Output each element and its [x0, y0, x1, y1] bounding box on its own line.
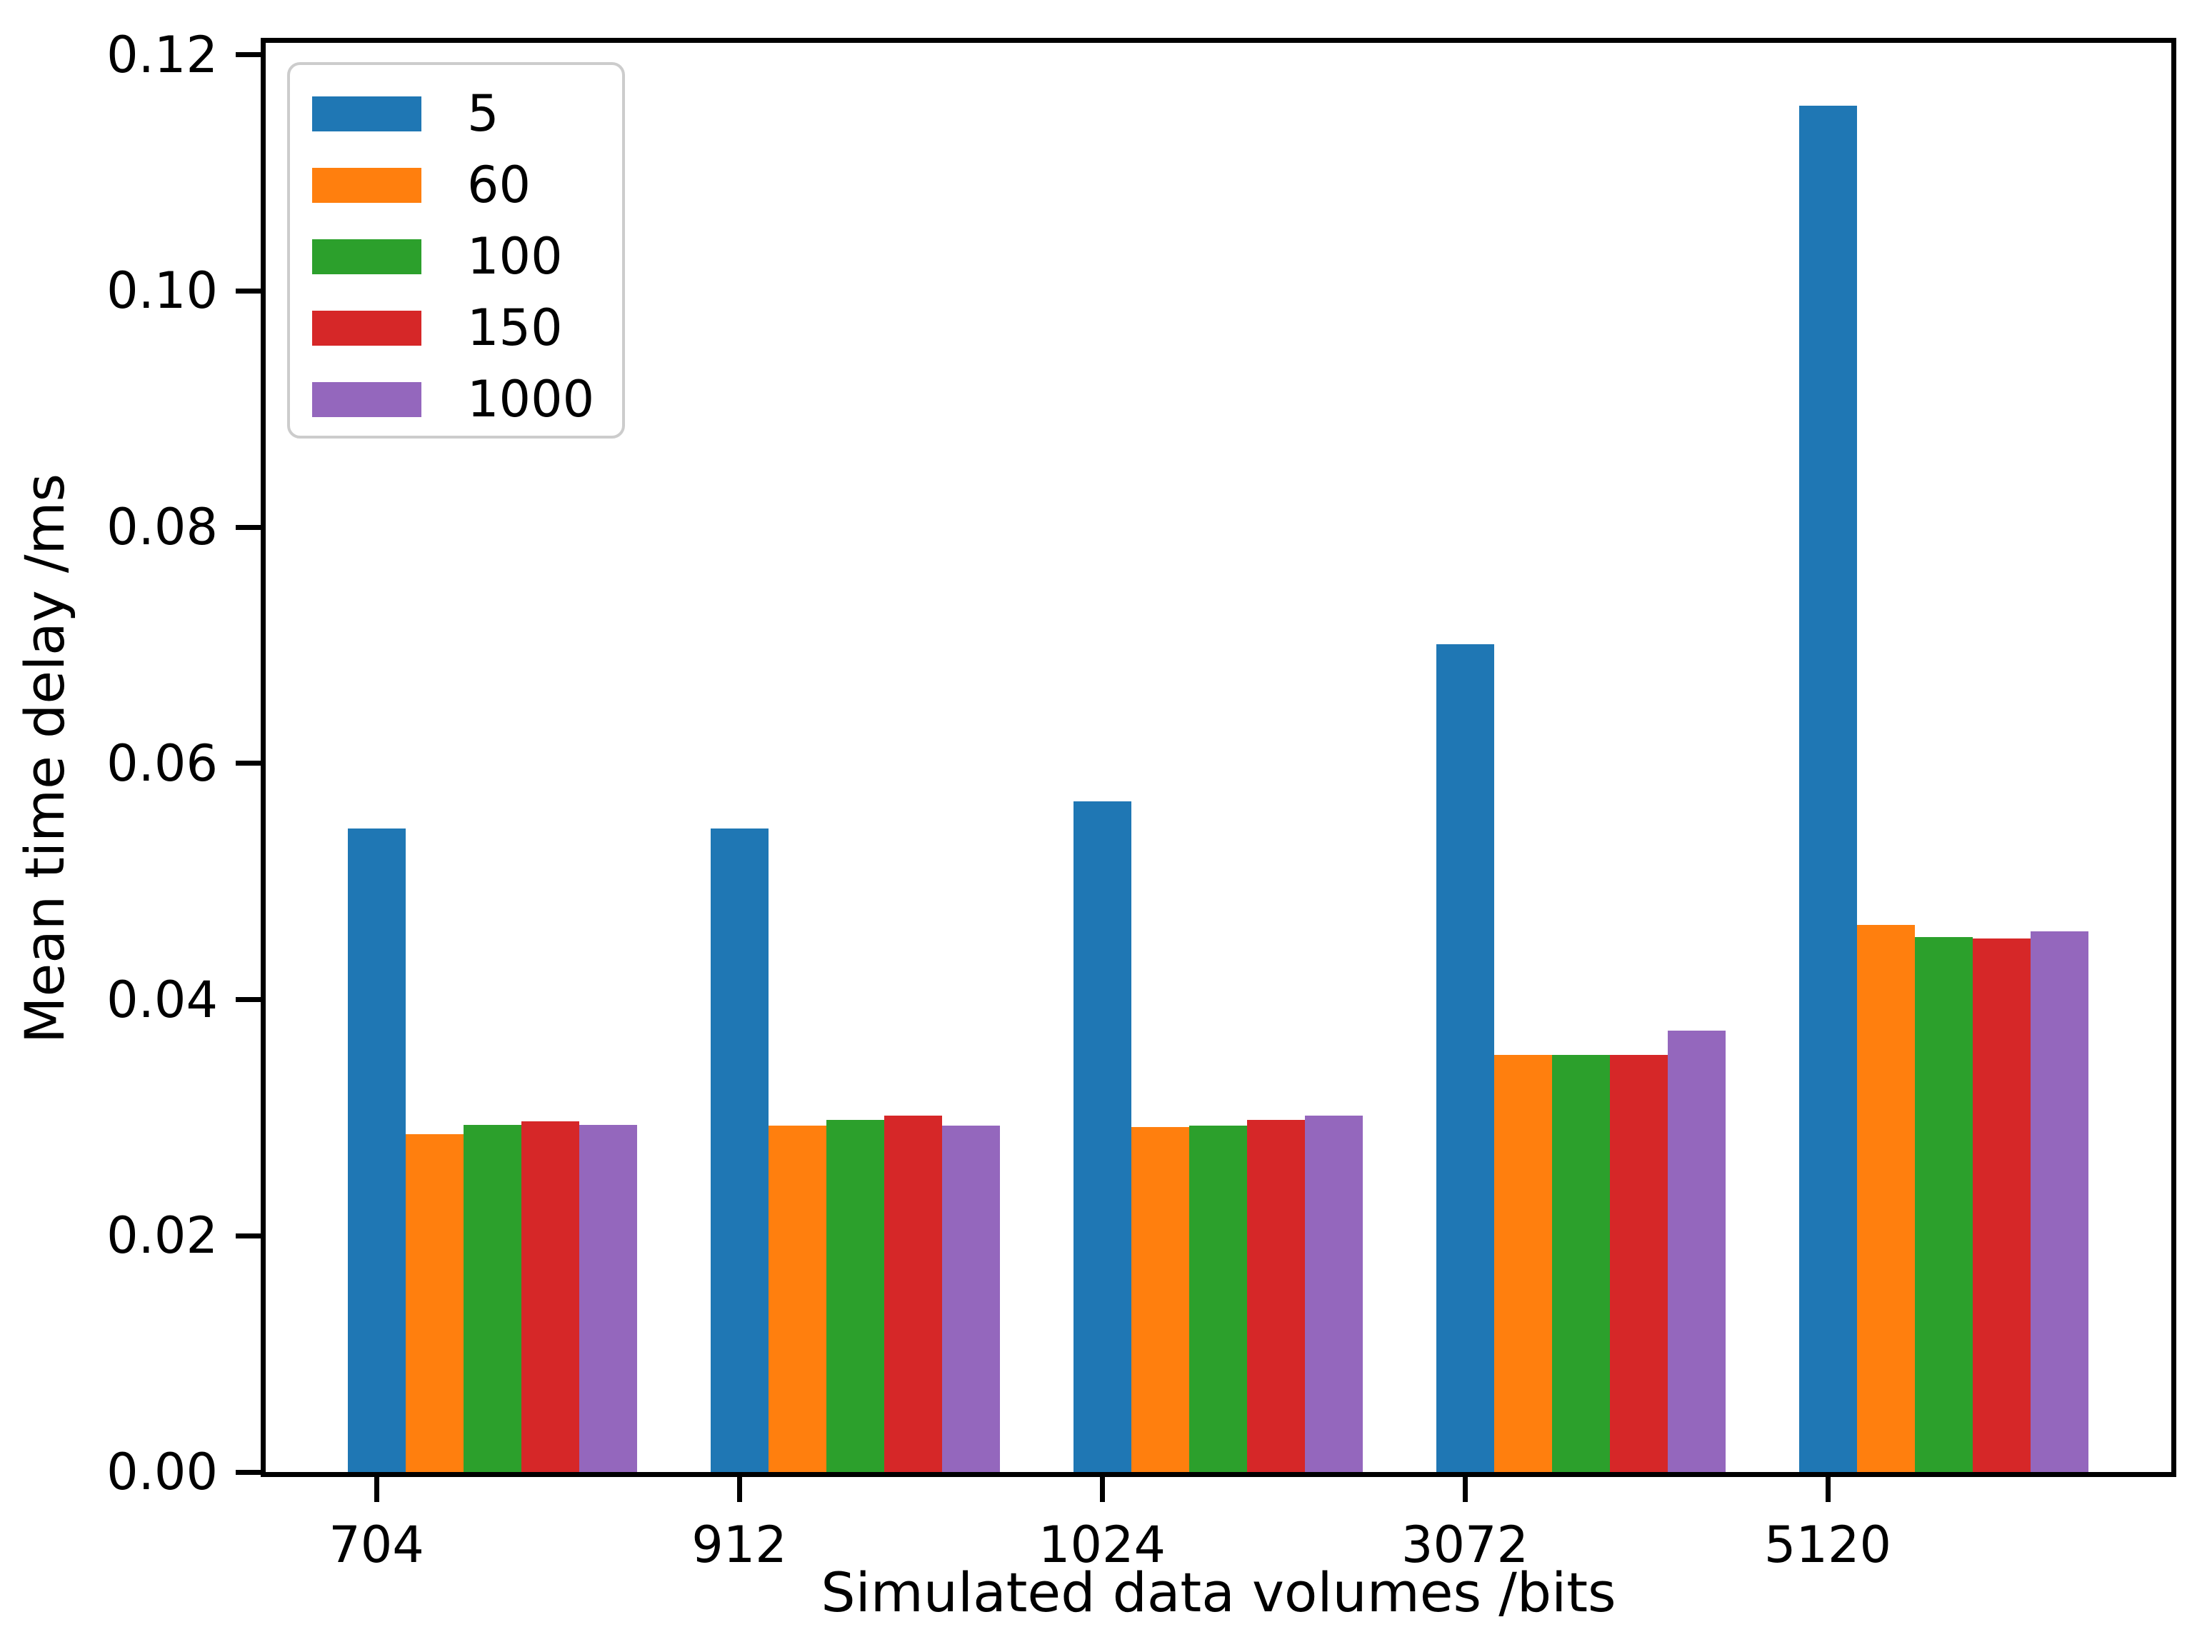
bar-912-series-1000 [941, 1126, 1000, 1472]
x-tick-label-912: 912 [691, 1516, 787, 1574]
legend-swatch-icon-5 [312, 96, 421, 131]
y-tick-label-0.04: 0.04 [106, 970, 218, 1029]
y-tick-mark-0.00 [236, 1469, 261, 1475]
bar-912-series-60 [768, 1126, 826, 1472]
y-axis-title: Mean time delay /ms [13, 473, 76, 1044]
bar-5120-series-150 [1972, 938, 2031, 1472]
bar-3072-series-1000 [1667, 1030, 1726, 1472]
x-tick-label-3072: 3072 [1401, 1516, 1529, 1574]
legend-item-100: 100 [312, 221, 622, 292]
y-tick-mark-0.10 [236, 288, 261, 294]
bar-912-series-100 [826, 1120, 884, 1472]
y-tick-mark-0.06 [236, 761, 261, 766]
bar-912-series-150 [884, 1115, 942, 1472]
legend-item-60: 60 [312, 149, 622, 221]
x-tick-mark-704 [374, 1477, 379, 1502]
y-tick-mark-0.02 [236, 1233, 261, 1238]
legend-label-150: 150 [467, 299, 563, 357]
legend-label-60: 60 [467, 156, 531, 214]
legend-label-100: 100 [467, 227, 563, 286]
bar-1024-series-60 [1131, 1127, 1189, 1472]
x-axis-title: Simulated data volumes /bits [821, 1561, 1616, 1624]
y-tick-label-0.00: 0.00 [106, 1443, 218, 1501]
x-tick-label-5120: 5120 [1763, 1516, 1892, 1574]
bar-704-series-150 [521, 1121, 579, 1472]
y-tick-mark-0.04 [236, 997, 261, 1002]
bar-5120-series-1000 [2030, 931, 2088, 1472]
y-tick-label-0.02: 0.02 [106, 1206, 218, 1266]
legend-label-1000: 1000 [467, 370, 595, 429]
bar-912-series-5 [710, 828, 769, 1472]
legend-swatch-icon-1000 [312, 381, 421, 417]
bar-3072-series-60 [1493, 1055, 1552, 1472]
y-tick-label-0.08: 0.08 [106, 498, 218, 557]
bar-5120-series-5 [1798, 105, 1857, 1472]
y-tick-label-0.12: 0.12 [106, 25, 218, 84]
bar-3072-series-100 [1551, 1055, 1610, 1472]
x-tick-mark-5120 [1825, 1477, 1831, 1502]
legend-swatch-icon-60 [312, 167, 421, 203]
bar-1024-series-5 [1073, 801, 1131, 1472]
bar-704-series-60 [405, 1134, 464, 1472]
bar-1024-series-150 [1246, 1120, 1305, 1472]
legend: 5 60 100 150 1000 [287, 62, 625, 439]
bar-1024-series-100 [1188, 1126, 1247, 1472]
y-tick-label-0.06: 0.06 [106, 734, 218, 793]
x-tick-mark-912 [736, 1477, 742, 1502]
legend-swatch-icon-150 [312, 310, 421, 346]
x-tick-label-1024: 1024 [1038, 1516, 1166, 1574]
y-tick-mark-0.08 [236, 524, 261, 530]
x-tick-mark-3072 [1462, 1477, 1468, 1502]
legend-item-150: 150 [312, 292, 622, 364]
bar-5120-series-100 [1914, 936, 1973, 1472]
bar-5120-series-60 [1856, 925, 1915, 1472]
x-tick-label-704: 704 [329, 1516, 424, 1574]
legend-item-1000: 1000 [312, 364, 622, 435]
bar-704-series-5 [347, 828, 406, 1472]
legend-label-5: 5 [467, 84, 499, 143]
legend-item-5: 5 [312, 78, 622, 149]
legend-swatch-icon-100 [312, 239, 421, 274]
bar-3072-series-5 [1436, 644, 1494, 1472]
plot-area [261, 38, 2176, 1477]
bar-704-series-1000 [579, 1124, 637, 1472]
bar-3072-series-150 [1609, 1055, 1668, 1472]
bar-704-series-100 [463, 1124, 521, 1472]
y-tick-mark-0.12 [236, 52, 261, 58]
bar-1024-series-1000 [1304, 1115, 1363, 1472]
y-tick-label-0.10: 0.10 [106, 261, 218, 321]
x-tick-mark-1024 [1099, 1477, 1105, 1502]
